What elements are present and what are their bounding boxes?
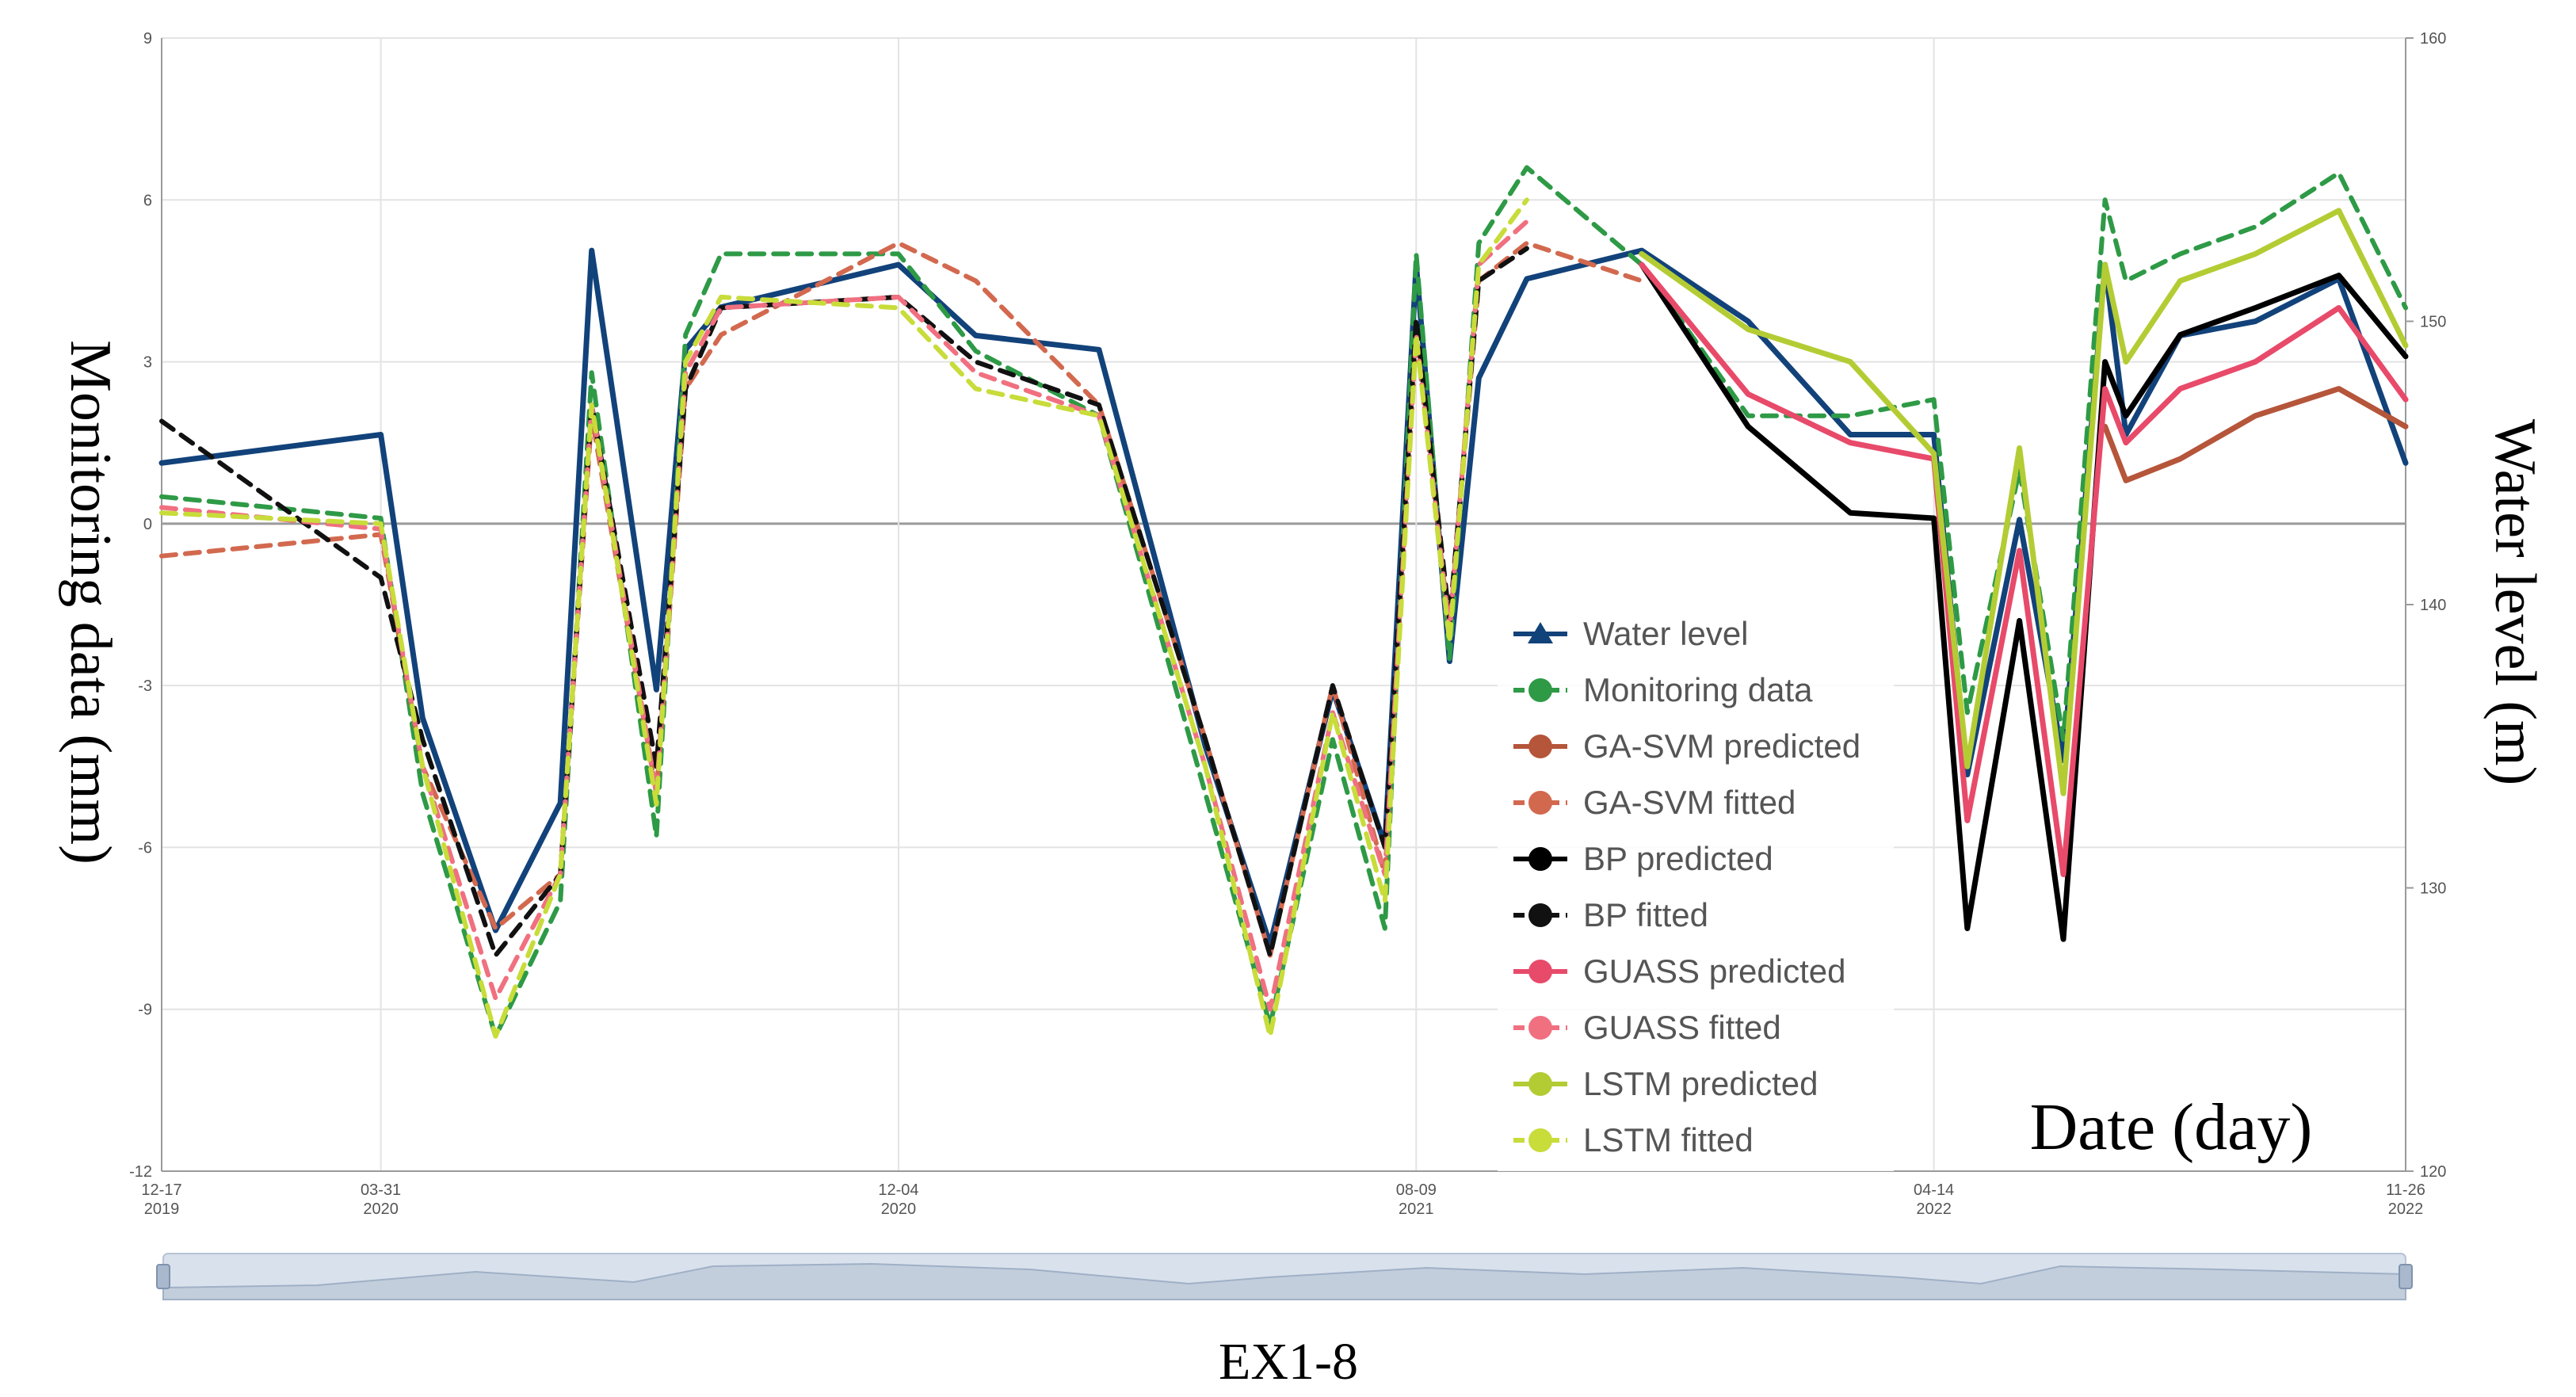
series-line-bp-predicted	[1639, 261, 2409, 942]
y2-tick-label: 160	[2420, 30, 2446, 48]
y2-tick-label: 140	[2420, 597, 2446, 614]
legend-label-ga-svm-fitted: GA-SVM fitted	[1583, 784, 1796, 821]
x-tick-label: 12-04	[878, 1181, 918, 1199]
series-line-ga-svm-predicted	[2102, 386, 2409, 483]
chart-caption: EX1-8	[1219, 1333, 1358, 1391]
series-line-guass-fitted	[159, 219, 1529, 1012]
y-tick-label: 6	[143, 192, 152, 209]
legend-marker-guass-fitted	[1528, 1016, 1552, 1040]
y-tick-label: 0	[143, 516, 152, 533]
x-tick-year-label: 2020	[881, 1200, 917, 1218]
legend-label-guass-fitted: GUASS fitted	[1583, 1009, 1781, 1046]
series-line-monitoring-data	[159, 165, 2408, 1039]
x-tick-year-label: 2019	[144, 1200, 180, 1218]
axes	[161, 37, 2414, 1172]
legend-marker-monitoring-data	[1528, 678, 1552, 702]
legend-marker-water-level	[1528, 622, 1553, 643]
series-line-lstm-fitted	[159, 197, 1529, 1039]
y-tick-label: -3	[138, 678, 152, 695]
legend-marker-guass-predicted	[1528, 960, 1552, 983]
legend-marker-bp-fitted	[1528, 903, 1552, 927]
x-axis-title: Date (day)	[2030, 1090, 2313, 1164]
x-tick-label: 12-17	[141, 1181, 181, 1199]
y-axis-title: Monitoring data (mm)	[58, 340, 123, 865]
legend-label-bp-predicted: BP predicted	[1583, 840, 1773, 877]
legend-marker-bp-predicted	[1528, 847, 1552, 871]
range-slider[interactable]	[156, 1253, 2413, 1300]
legend-background	[1498, 601, 1894, 1171]
legend-label-water-level: Water level	[1583, 615, 1749, 652]
y2-axis-title: Water level (m)	[2483, 419, 2547, 785]
legend-label-guass-predicted: GUASS predicted	[1583, 952, 1846, 990]
legend-label-lstm-predicted: LSTM predicted	[1583, 1065, 1818, 1102]
x-tick-year-label: 2022	[1916, 1200, 1952, 1218]
legend-label-monitoring-data: Monitoring data	[1583, 671, 1813, 708]
x-tick-label: 04-14	[1914, 1181, 1954, 1199]
y-tick-label: -9	[138, 1002, 152, 1019]
x-tick-label: 08-09	[1396, 1181, 1437, 1199]
x-tick-label: 11-26	[2386, 1181, 2425, 1199]
series-line-bp-fitted	[159, 246, 1529, 958]
y-tick-label: -12	[129, 1163, 152, 1181]
grid-lines	[161, 37, 2406, 1172]
legend-label-ga-svm-predicted: GA-SVM predicted	[1583, 727, 1860, 765]
y2-tick-label: 120	[2420, 1163, 2446, 1181]
x-tick-year-label: 2021	[1399, 1200, 1434, 1218]
range-slider-left-handle[interactable]	[156, 1264, 170, 1289]
legend-marker-ga-svm-predicted	[1528, 735, 1552, 758]
x-tick-year-label: 2020	[363, 1200, 399, 1218]
y2-tick-label: 130	[2420, 880, 2446, 898]
y-tick-label: -6	[138, 839, 152, 857]
y2-tick-label: 150	[2420, 314, 2446, 331]
legend-marker-lstm-predicted	[1528, 1072, 1552, 1096]
legend-label-bp-fitted: BP fitted	[1583, 896, 1708, 933]
legend: Water level Monitoring data GA-SVM predict…	[1498, 601, 1894, 1171]
x-tick-year-label: 2022	[2388, 1200, 2424, 1218]
x-tick-label: 03-31	[361, 1181, 401, 1199]
legend-label-lstm-fitted: LSTM fitted	[1583, 1121, 1754, 1158]
series-lines	[158, 165, 2409, 1039]
series-line-guass-predicted	[1639, 261, 2409, 877]
range-slider-right-handle[interactable]	[2399, 1264, 2413, 1289]
legend-marker-lstm-fitted	[1528, 1128, 1552, 1152]
y-tick-label: 3	[143, 354, 152, 372]
legend-marker-ga-svm-fitted	[1528, 791, 1552, 815]
series-line-lstm-predicted	[1639, 208, 2409, 796]
range-slider-preview	[162, 1262, 2406, 1300]
y-tick-label: 9	[143, 30, 152, 48]
